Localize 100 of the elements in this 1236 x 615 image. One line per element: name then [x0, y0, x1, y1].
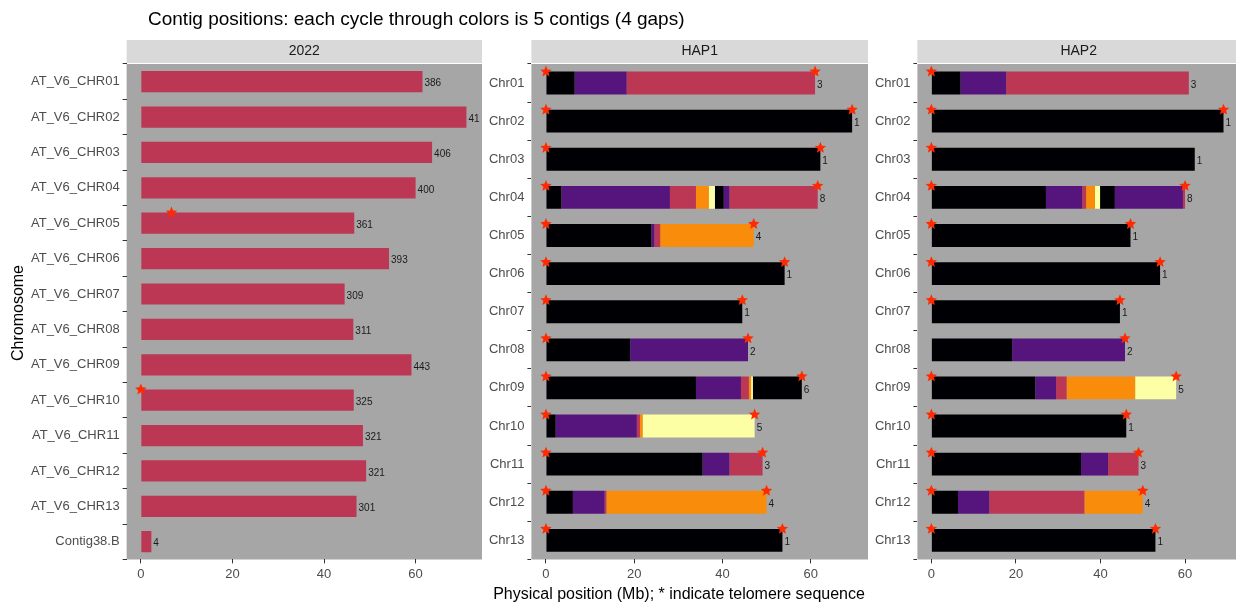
annotation: 3 [764, 459, 771, 471]
bar [642, 414, 755, 438]
bar [546, 109, 853, 133]
annotation: 3 [1190, 78, 1197, 90]
bar [546, 300, 743, 324]
bar [141, 283, 345, 305]
bar [141, 141, 433, 164]
bar [1086, 185, 1095, 209]
annotation: 386 [424, 77, 442, 89]
bar [141, 212, 355, 234]
annotation: 8 [1187, 193, 1194, 205]
x-tick-label: 20 [1008, 565, 1024, 581]
bar [989, 490, 1085, 514]
bar [702, 452, 730, 476]
y-tick-label: AT_V6_CHR11 [31, 427, 120, 443]
bar [546, 528, 783, 552]
annotation: 301 [358, 502, 376, 514]
chart-title: Contig positions: each cycle through colors is 5 contigs (4 gaps) [148, 8, 685, 29]
annotation: 361 [356, 218, 374, 230]
annotation: 1 [854, 116, 861, 128]
bar [1100, 185, 1115, 209]
y-tick-label: Chr07 [488, 303, 525, 319]
annotation: 4 [768, 497, 775, 509]
y-tick-label: AT_V6_CHR06 [30, 250, 120, 266]
bar [141, 531, 152, 553]
y-axis-title: Chromosome [9, 264, 27, 361]
y-tick-label: Chr07 [874, 303, 911, 319]
bar [958, 490, 990, 514]
bar [931, 262, 1161, 286]
annotation: 400 [417, 183, 435, 195]
bar [141, 177, 416, 199]
y-tick-label: AT_V6_CHR04 [30, 179, 120, 195]
bar [141, 248, 390, 270]
y-tick-label: Chr05 [874, 227, 911, 243]
bar [630, 338, 749, 362]
bar [546, 71, 575, 95]
bar [660, 224, 754, 247]
x-tick-label: 60 [1177, 565, 1193, 581]
x-tick-label: 0 [927, 565, 935, 581]
bar [1006, 71, 1189, 95]
bar [931, 185, 1046, 209]
chart-subtitle: 2022 [288, 42, 321, 59]
annotation: 3 [1140, 459, 1147, 471]
chart-subtitle: HAP1 [681, 42, 719, 59]
bar [651, 224, 655, 247]
bar [572, 490, 605, 514]
annotation: 8 [819, 193, 826, 205]
bar [546, 414, 556, 438]
y-tick-label: Chr05 [488, 227, 525, 243]
bar [141, 495, 357, 517]
y-tick-label: AT_V6_CHR09 [30, 356, 120, 372]
annotation: 1 [744, 307, 751, 319]
bar [714, 185, 724, 209]
bar [740, 376, 749, 400]
bar [141, 71, 423, 93]
y-tick-label: Chr11 [875, 455, 911, 471]
annotation: 1 [1157, 536, 1164, 548]
bar [931, 71, 961, 95]
bar [546, 490, 573, 514]
bar [1066, 376, 1136, 400]
annotation: 4 [153, 537, 160, 549]
annotation: 1 [1128, 421, 1135, 433]
y-tick-label: AT_V6_CHR10 [30, 391, 120, 407]
x-tick-label: 0 [137, 565, 145, 581]
y-tick-label: Chr06 [488, 265, 525, 281]
bar [931, 490, 958, 514]
bar [654, 224, 661, 247]
bar [708, 185, 715, 209]
annotation: 1 [786, 269, 793, 281]
bar [1082, 185, 1087, 209]
y-tick-label: Chr13 [488, 531, 525, 547]
annotation: 1 [822, 155, 829, 167]
bar [931, 452, 1082, 476]
bar [729, 452, 763, 476]
bar [574, 71, 627, 95]
bar [931, 338, 1013, 362]
bar [546, 185, 562, 209]
annotation: 1 [784, 536, 791, 548]
y-tick-label: Chr13 [874, 531, 911, 547]
bar [141, 106, 467, 128]
y-tick-label: AT_V6_CHR01 [30, 73, 120, 89]
y-tick-label: Chr11 [489, 455, 525, 471]
bar [141, 460, 367, 482]
annotation: 41 [468, 112, 480, 124]
y-tick-label: Chr04 [488, 188, 525, 204]
y-tick-label: Chr03 [488, 150, 525, 166]
y-tick-label: AT_V6_CHR03 [30, 144, 120, 160]
y-tick-label: Chr09 [874, 379, 911, 395]
bar [931, 109, 1224, 133]
annotation: 309 [346, 289, 364, 301]
annotation: 321 [368, 466, 386, 478]
bar [1081, 452, 1109, 476]
bar [931, 528, 1156, 552]
bar [1045, 185, 1083, 209]
bar [669, 185, 696, 209]
y-tick-label: Chr01 [488, 74, 525, 90]
y-tick-label: Chr08 [488, 341, 525, 357]
x-tick-label: 0 [542, 565, 550, 581]
annotation: 325 [355, 395, 373, 407]
y-tick-label: Chr03 [874, 150, 911, 166]
